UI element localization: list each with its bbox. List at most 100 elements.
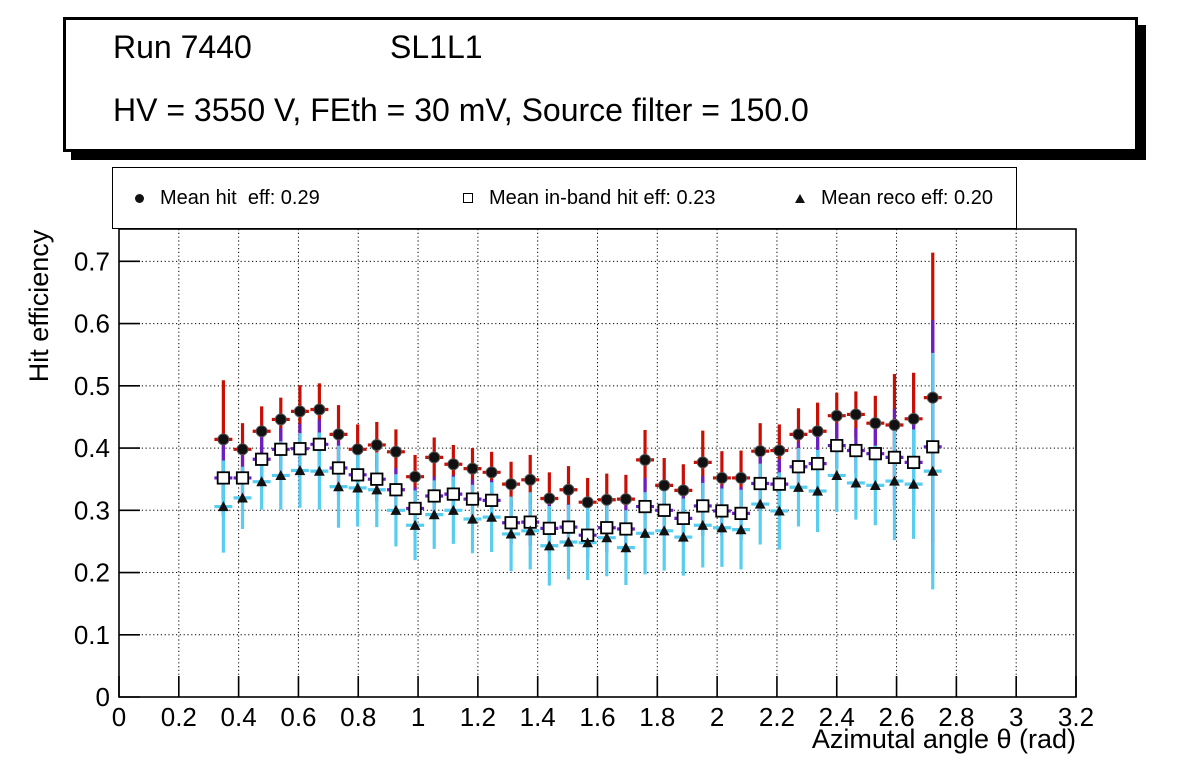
reco-eff-point	[677, 531, 689, 542]
run-label: Run 7440	[113, 29, 252, 65]
inband-eff-point	[408, 501, 422, 516]
svg-text:0.6: 0.6	[280, 702, 316, 732]
inband-eff-point	[370, 472, 384, 486]
inband-eff-point	[657, 503, 671, 517]
reco-eff-point	[908, 478, 920, 489]
inband-eff-point	[465, 492, 480, 506]
inband-eff-point	[312, 437, 326, 451]
inband-eff-point	[811, 457, 825, 471]
hit-eff-point	[485, 466, 498, 479]
hit-eff-point	[773, 444, 786, 457]
hit-eff-point	[447, 458, 460, 471]
inband-eff-point	[389, 483, 403, 497]
error-bars-horizontal	[214, 396, 942, 550]
hit-eff-point	[274, 413, 287, 426]
reco-eff-point	[390, 504, 402, 515]
hit-eff-point	[543, 492, 556, 505]
svg-text:0.4: 0.4	[74, 433, 110, 463]
hit-eff-point	[293, 405, 306, 418]
reco-eff-point	[237, 492, 248, 503]
hit-eff-point	[370, 438, 383, 451]
svg-text:1.2: 1.2	[460, 702, 496, 732]
inband-eff-point	[907, 455, 921, 469]
hit-eff-point	[600, 493, 613, 506]
hit-eff-point	[849, 408, 862, 421]
reco-eff-point	[773, 505, 785, 516]
inband-eff-point	[561, 520, 576, 534]
inband-eff-point	[734, 506, 748, 521]
inband-eff-point	[772, 477, 786, 491]
legend-entry-hit: Mean hit eff: 0.29	[135, 168, 320, 228]
svg-text:0.7: 0.7	[74, 246, 110, 276]
reco-eff-point	[256, 476, 268, 487]
inband-eff-point	[715, 504, 729, 518]
hit-eff-point	[409, 470, 422, 483]
svg-text:0.6: 0.6	[74, 309, 110, 339]
svg-text:2.8: 2.8	[938, 702, 974, 732]
x-axis-title: Azimutal angle θ (rad)	[812, 724, 1076, 754]
conditions-label: HV = 3550 V, FEth = 30 mV, Source filter…	[113, 92, 809, 128]
y-axis-title: Hit efficiency	[24, 229, 54, 382]
hit-eff-point	[658, 479, 671, 492]
hit-eff-point	[581, 496, 594, 509]
hit-eff-point	[926, 391, 939, 404]
inband-eff-point	[926, 440, 940, 454]
reco-eff-point	[352, 482, 364, 493]
reco-eff-point	[754, 498, 766, 509]
svg-text:0.2: 0.2	[74, 558, 110, 588]
svg-text:0.4: 0.4	[221, 702, 257, 732]
legend-label-inband: Mean in-band hit eff: 0.23	[489, 186, 716, 209]
reco-eff-point	[889, 475, 900, 486]
reco-eff-point	[428, 509, 440, 520]
inband-eff-point	[753, 476, 767, 491]
hit-eff-point	[505, 478, 518, 491]
inband-eff-point	[542, 521, 556, 535]
reco-eff-point	[658, 525, 670, 536]
hit-eff-point	[715, 471, 728, 484]
inband-eff-point	[293, 442, 307, 456]
inband-eff-point	[791, 460, 806, 474]
hit-eff-point	[236, 443, 249, 456]
hit-eff-point	[792, 428, 805, 441]
reco-eff-point	[812, 485, 824, 496]
inband-eff-point	[446, 487, 460, 501]
svg-text:1.8: 1.8	[639, 702, 675, 732]
axis-ticks	[118, 260, 1077, 698]
reco-eff-point	[294, 465, 306, 476]
inband-eff-point	[849, 443, 863, 458]
legend-entry-reco: Mean reco eff: 0.20	[795, 168, 993, 228]
hit-eff-point	[888, 419, 901, 432]
hit-eff-point	[696, 456, 709, 469]
hit-eff-point	[869, 417, 882, 430]
hit-eff-point	[619, 493, 632, 506]
reco-eff-point	[467, 513, 478, 524]
inband-eff-point	[600, 521, 614, 535]
reco-eff-point	[275, 470, 287, 481]
svg-text:0.8: 0.8	[340, 702, 376, 732]
svg-text:2: 2	[710, 702, 724, 732]
inband-eff-point	[216, 471, 230, 485]
svg-text:3: 3	[1009, 702, 1023, 732]
reco-eff-point	[601, 532, 613, 543]
inband-eff-point	[351, 468, 365, 482]
hit-eff-point	[735, 471, 748, 484]
hit-eff-point	[811, 425, 824, 438]
open-square-icon	[463, 193, 473, 203]
legend-label-hit: Mean hit eff: 0.29	[160, 186, 320, 209]
hit-eff-point	[562, 483, 575, 496]
reco-eff-point	[735, 524, 747, 535]
reco-eff-point	[620, 542, 632, 553]
inband-eff-point	[868, 447, 882, 461]
hit-eff-point	[332, 428, 345, 441]
inband-eff-point	[255, 452, 269, 466]
inband-eff-point	[676, 511, 690, 525]
axis-titles: Azimutal angle θ (rad) Hit efficiency	[24, 229, 1076, 754]
reco-eff-point	[524, 525, 536, 536]
svg-text:0: 0	[112, 702, 126, 732]
error-bars-vertical	[221, 252, 935, 590]
inband-eff-point	[235, 471, 250, 485]
inband-eff-point	[504, 516, 518, 530]
reco-eff-point	[831, 470, 843, 481]
title-line-1: Run 7440 SL1L1	[113, 29, 483, 66]
